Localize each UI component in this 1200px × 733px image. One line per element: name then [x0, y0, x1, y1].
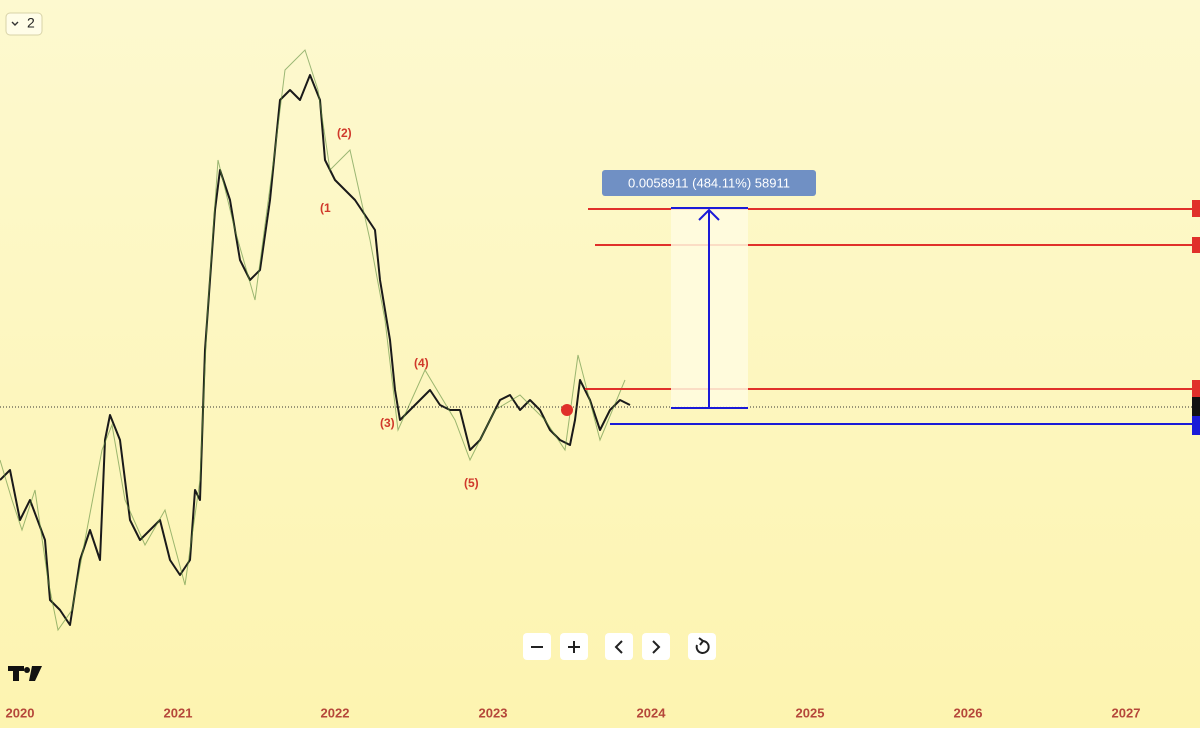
logo — [8, 666, 42, 681]
reset-icon — [695, 639, 710, 654]
chevron-icon — [11, 21, 19, 26]
logo-part — [29, 666, 42, 681]
measure-label: 0.0058911 (484.11%) 58911 — [628, 175, 790, 190]
reset-button[interactable] — [688, 633, 716, 660]
button-bg — [642, 633, 670, 660]
wave-label: (3) — [380, 416, 395, 430]
time-label: 2021 — [164, 705, 193, 720]
button-bg — [605, 633, 633, 660]
time-label: 2027 — [1112, 705, 1141, 720]
time-label: 2024 — [637, 705, 667, 720]
price-series-wicks — [0, 49, 626, 632]
wave-label: (1 — [320, 201, 331, 215]
legend-toggle[interactable] — [5, 12, 43, 36]
zoom-in-button[interactable] — [560, 633, 588, 660]
time-label: 2026 — [954, 705, 983, 720]
wave-label: (4) — [414, 356, 429, 370]
price-series — [0, 74, 631, 626]
alert-icon[interactable] — [561, 404, 573, 416]
right-icon — [652, 640, 661, 654]
logo-part — [24, 667, 30, 673]
measure-label-box — [602, 170, 816, 196]
scroll-right-button[interactable] — [642, 633, 670, 660]
wave-label: (2) — [337, 126, 352, 140]
legend-toggle-count: 2 — [27, 15, 35, 31]
time-label: 2020 — [6, 705, 35, 720]
measure-arrowhead — [698, 208, 720, 221]
zoom-out-button[interactable] — [523, 633, 551, 660]
price-marker — [1192, 416, 1200, 435]
price-marker — [1192, 200, 1200, 217]
time-label: 2022 — [321, 705, 350, 720]
price-marker — [1192, 237, 1200, 253]
time-label: 2023 — [479, 705, 508, 720]
time-label: 2025 — [796, 705, 825, 720]
button-bg — [688, 633, 716, 660]
wave-label: (5) — [464, 476, 479, 490]
logo-part — [13, 666, 19, 681]
price-marker — [1192, 397, 1200, 416]
left-icon — [614, 640, 623, 654]
price-marker — [1192, 380, 1200, 397]
reset-icon — [698, 637, 705, 646]
scroll-left-button[interactable] — [605, 633, 633, 660]
